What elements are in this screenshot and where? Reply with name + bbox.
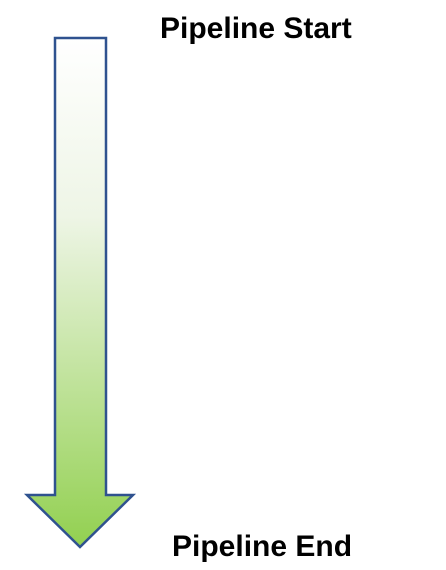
down-arrow-icon	[23, 36, 137, 549]
pipeline-start-label: Pipeline Start	[160, 12, 352, 45]
pipeline-end-label: Pipeline End	[172, 530, 353, 563]
